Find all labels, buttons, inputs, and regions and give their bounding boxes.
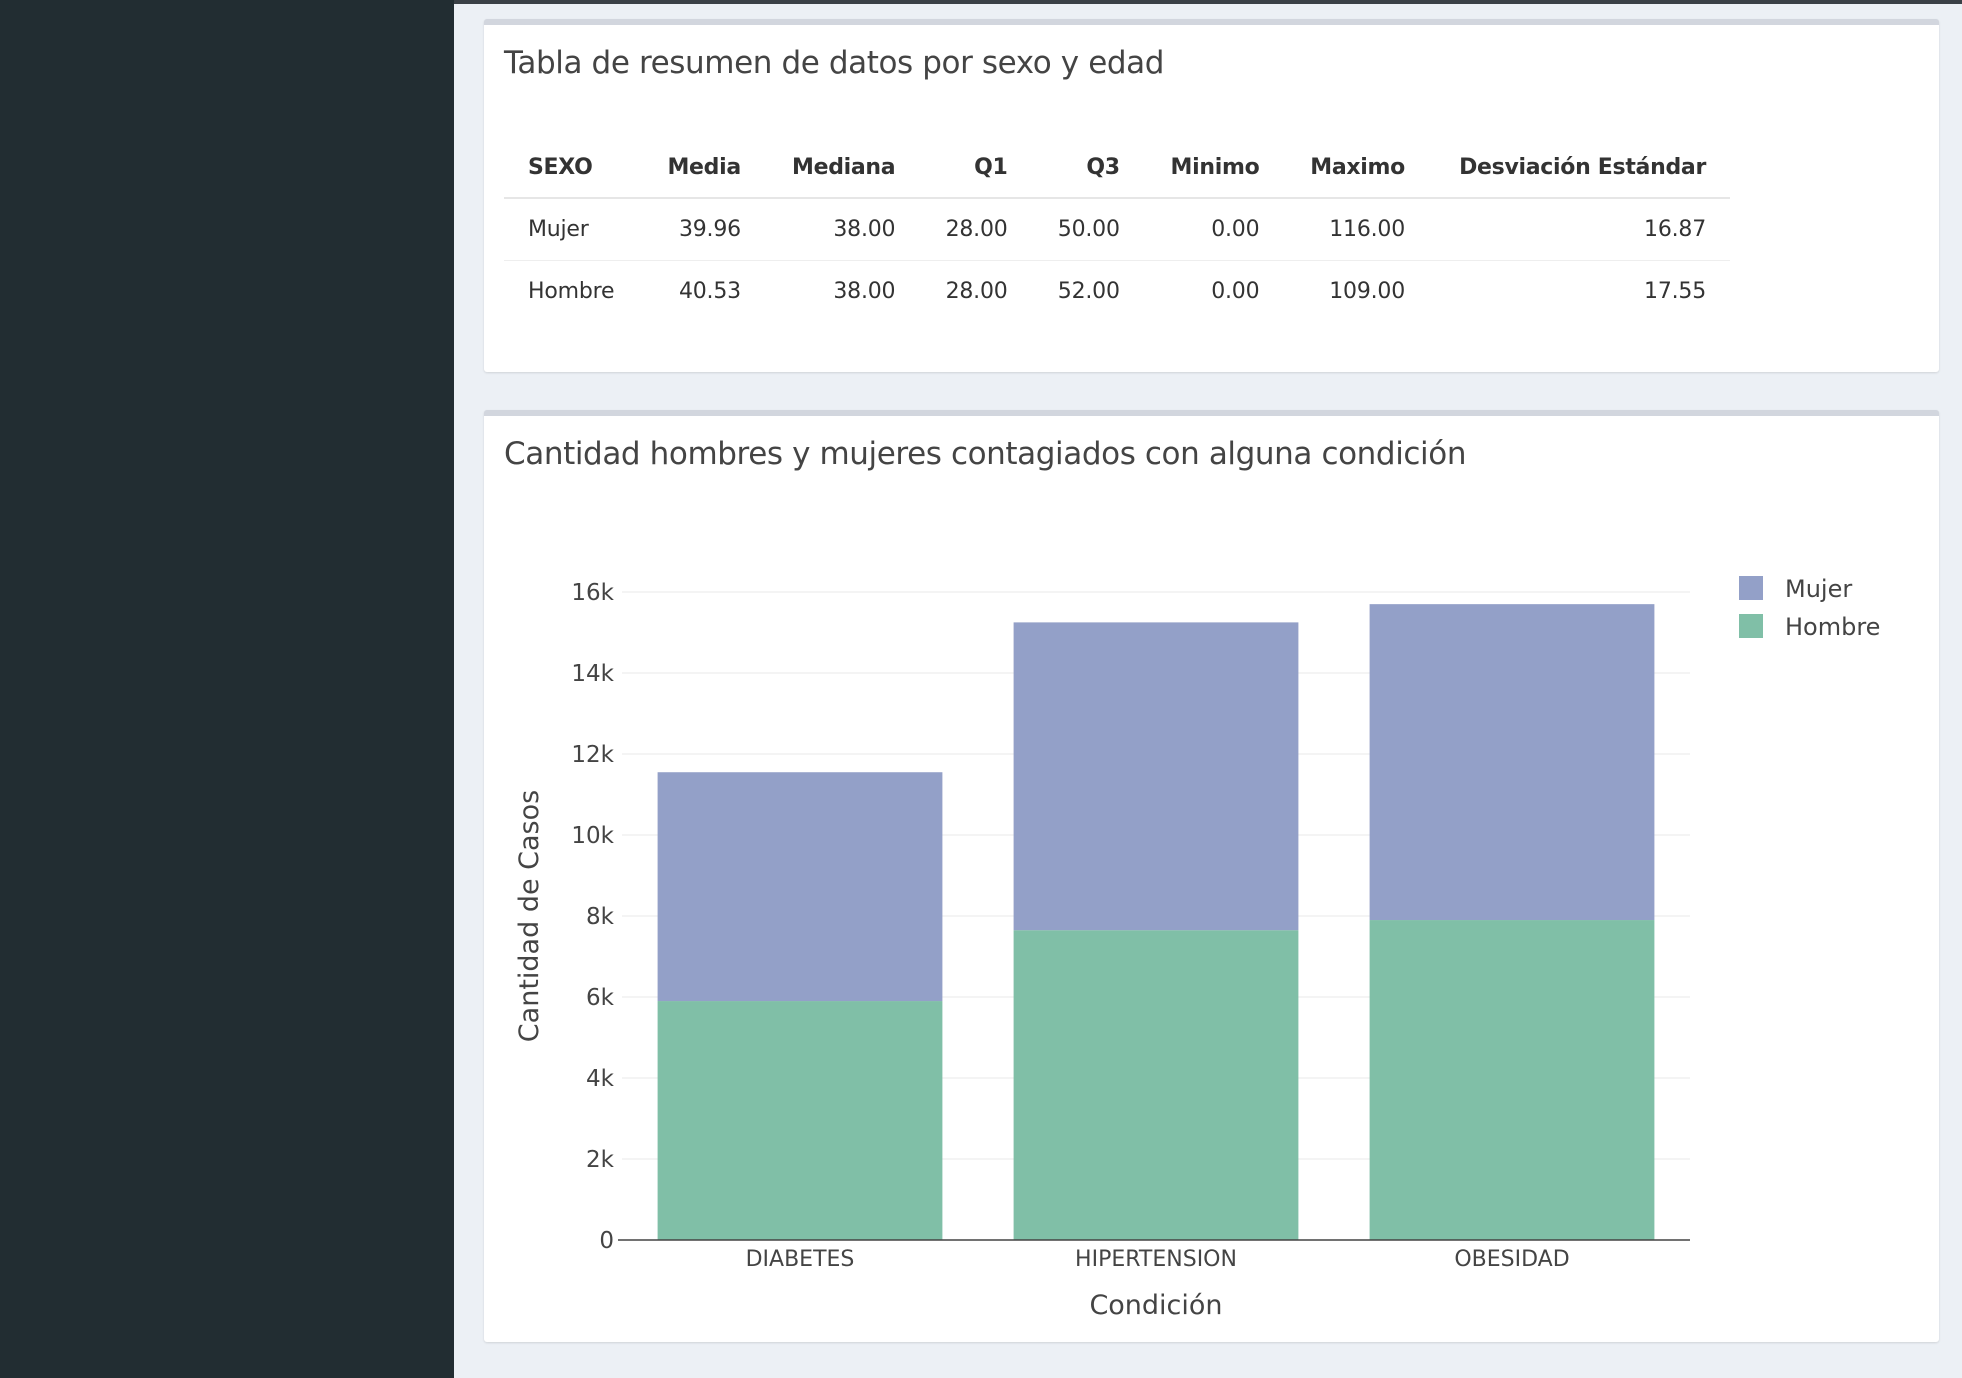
- x-tick-label: DIABETES: [746, 1247, 855, 1272]
- y-tick-label: 4k: [586, 1066, 615, 1092]
- x-tick-label: HIPERTENSION: [1075, 1247, 1237, 1272]
- table-cell: 40.53: [678, 279, 741, 304]
- column-header-sexo[interactable]: SEXO: [504, 137, 642, 199]
- chart-panel: Cantidad hombres y mujeres contagiados c…: [484, 410, 1939, 1342]
- table-cell: 38.00: [833, 279, 896, 304]
- column-header-maximo[interactable]: Maximo: [1283, 137, 1429, 199]
- table-cell: 28.00: [919, 198, 1032, 261]
- table-cell: 0.00: [1211, 279, 1260, 304]
- table-row: Mujer 39.96 38.00 28.00 50.00 0.00 116.0…: [504, 198, 1730, 261]
- table-cell: 17.55: [1644, 279, 1706, 304]
- table-cell: 50.00: [1031, 198, 1144, 261]
- table-row: Hombre 40.53 38.00 28.00 52.00 0.00 109.…: [504, 261, 1730, 323]
- column-header-q1[interactable]: Q1: [919, 137, 1032, 199]
- legend-swatch-mujer[interactable]: [1739, 576, 1763, 600]
- y-tick-label: 10k: [571, 823, 614, 849]
- column-header-minimo[interactable]: Minimo: [1143, 137, 1284, 199]
- table-cell: 28.00: [945, 279, 1008, 304]
- y-tick-label: 14k: [571, 661, 614, 687]
- chart-bars: [657, 604, 1655, 1240]
- table-cell: 109.00: [1329, 279, 1405, 304]
- y-tick-label: 12k: [571, 742, 614, 768]
- stacked-bar-chart: 0 2k 4k 6k 8k 10k 12k 14k 16k DIABETES HIPERTENSI…: [514, 575, 1880, 1321]
- x-tick-labels: DIABETES HIPERTENSION OBESIDAD: [746, 1247, 1570, 1272]
- summary-table-panel: Tabla de resumen de datos por sexo y eda…: [484, 19, 1939, 372]
- x-axis-title: Condición: [1089, 1290, 1222, 1321]
- legend-label-hombre[interactable]: Hombre: [1785, 613, 1880, 641]
- table-cell: 0.00: [1143, 198, 1284, 261]
- chart-legend[interactable]: Mujer Hombre: [1739, 575, 1880, 641]
- table-cell: 38.00: [764, 198, 920, 261]
- window-top-edge: [0, 0, 1962, 4]
- column-header-desviacion[interactable]: Desviación Estándar: [1429, 137, 1730, 199]
- table-cell: 16.87: [1429, 198, 1730, 261]
- legend-label-mujer[interactable]: Mujer: [1785, 575, 1852, 603]
- legend-swatch-hombre[interactable]: [1739, 614, 1763, 638]
- summary-table-title: Tabla de resumen de datos por sexo y eda…: [504, 45, 1165, 81]
- y-tick-label: 16k: [571, 580, 614, 606]
- table-cell: 52.00: [1057, 279, 1120, 304]
- y-tick-label: 0: [599, 1228, 614, 1254]
- y-tick-label: 8k: [586, 904, 615, 930]
- main-content: Tabla de resumen de datos por sexo y eda…: [454, 4, 1962, 1378]
- table-cell: Hombre: [528, 279, 615, 304]
- table-cell: 39.96: [641, 198, 765, 261]
- sidebar: [0, 0, 454, 1378]
- chart-panel-title: Cantidad hombres y mujeres contagiados c…: [504, 436, 1467, 472]
- x-tick-label: OBESIDAD: [1454, 1247, 1569, 1272]
- column-header-q3[interactable]: Q3: [1031, 137, 1144, 199]
- column-header-media[interactable]: Media: [641, 137, 765, 199]
- table-cell: Mujer: [504, 198, 642, 261]
- bar-hombre-hipertension[interactable]: [1013, 930, 1299, 1240]
- y-tick-label: 6k: [586, 985, 615, 1011]
- bar-mujer-diabetes[interactable]: [657, 772, 943, 1002]
- y-tick-labels: 0 2k 4k 6k 8k 10k 12k 14k 16k: [571, 580, 614, 1254]
- y-axis-title: Cantidad de Casos: [514, 790, 545, 1042]
- y-tick-label: 2k: [586, 1147, 615, 1173]
- table-cell: 116.00: [1283, 198, 1429, 261]
- bar-hombre-diabetes[interactable]: [657, 1001, 943, 1240]
- bar-hombre-obesidad[interactable]: [1369, 920, 1655, 1240]
- bar-mujer-obesidad[interactable]: [1369, 604, 1655, 921]
- bar-mujer-hipertension[interactable]: [1013, 622, 1299, 931]
- column-header-mediana[interactable]: Mediana: [764, 137, 920, 199]
- table-header-row: SEXO Media Mediana Q1 Q3 Minimo Maximo D…: [504, 137, 1730, 199]
- summary-table: SEXO Media Mediana Q1 Q3 Minimo Maximo D…: [504, 137, 1730, 322]
